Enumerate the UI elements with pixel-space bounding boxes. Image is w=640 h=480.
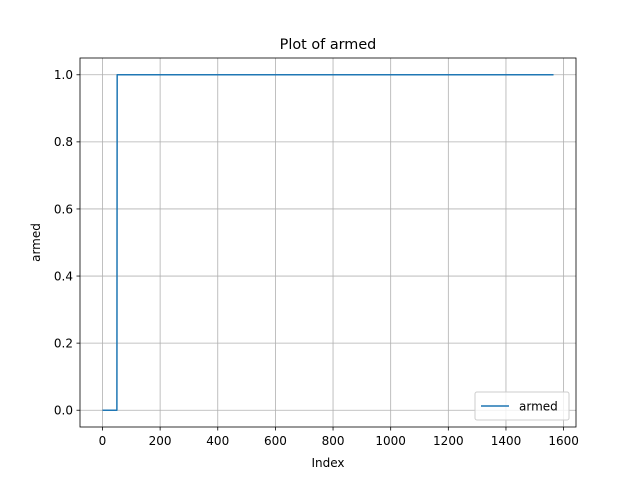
x-axis-label: Index: [311, 456, 344, 470]
y-tick-label: 0.4: [54, 269, 73, 283]
plot-frame: [79, 57, 577, 428]
x-tick-label: 1000: [375, 434, 406, 448]
x-tick-label: 0: [99, 434, 107, 448]
x-tick-label: 1600: [548, 434, 579, 448]
legend: armed: [474, 391, 570, 421]
y-tick-label: 0.2: [54, 336, 73, 350]
x-tick-label: 600: [264, 434, 287, 448]
ticks: 0 200 400 600 800 1000 1200 1400 1600 0.0 0.2 0.4 0.…: [54, 68, 579, 448]
series-layer: [102, 74, 554, 411]
x-tick-label: 1400: [491, 434, 522, 448]
legend-label: armed: [519, 399, 558, 413]
x-tick-label: 800: [322, 434, 345, 448]
legend-box: [474, 391, 570, 421]
y-tick-label: 1.0: [54, 68, 73, 82]
y-axis-label: armed: [29, 223, 43, 262]
y-tick-label: 0.0: [54, 404, 73, 418]
x-tick-label: 200: [149, 434, 172, 448]
y-tick-label: 0.8: [54, 135, 73, 149]
x-tick-label: 400: [206, 434, 229, 448]
x-tick-label: 1200: [433, 434, 464, 448]
series-line-armed: [102, 74, 554, 411]
chart-title: Plot of armed: [280, 37, 377, 53]
y-tick-label: 0.6: [54, 202, 73, 216]
